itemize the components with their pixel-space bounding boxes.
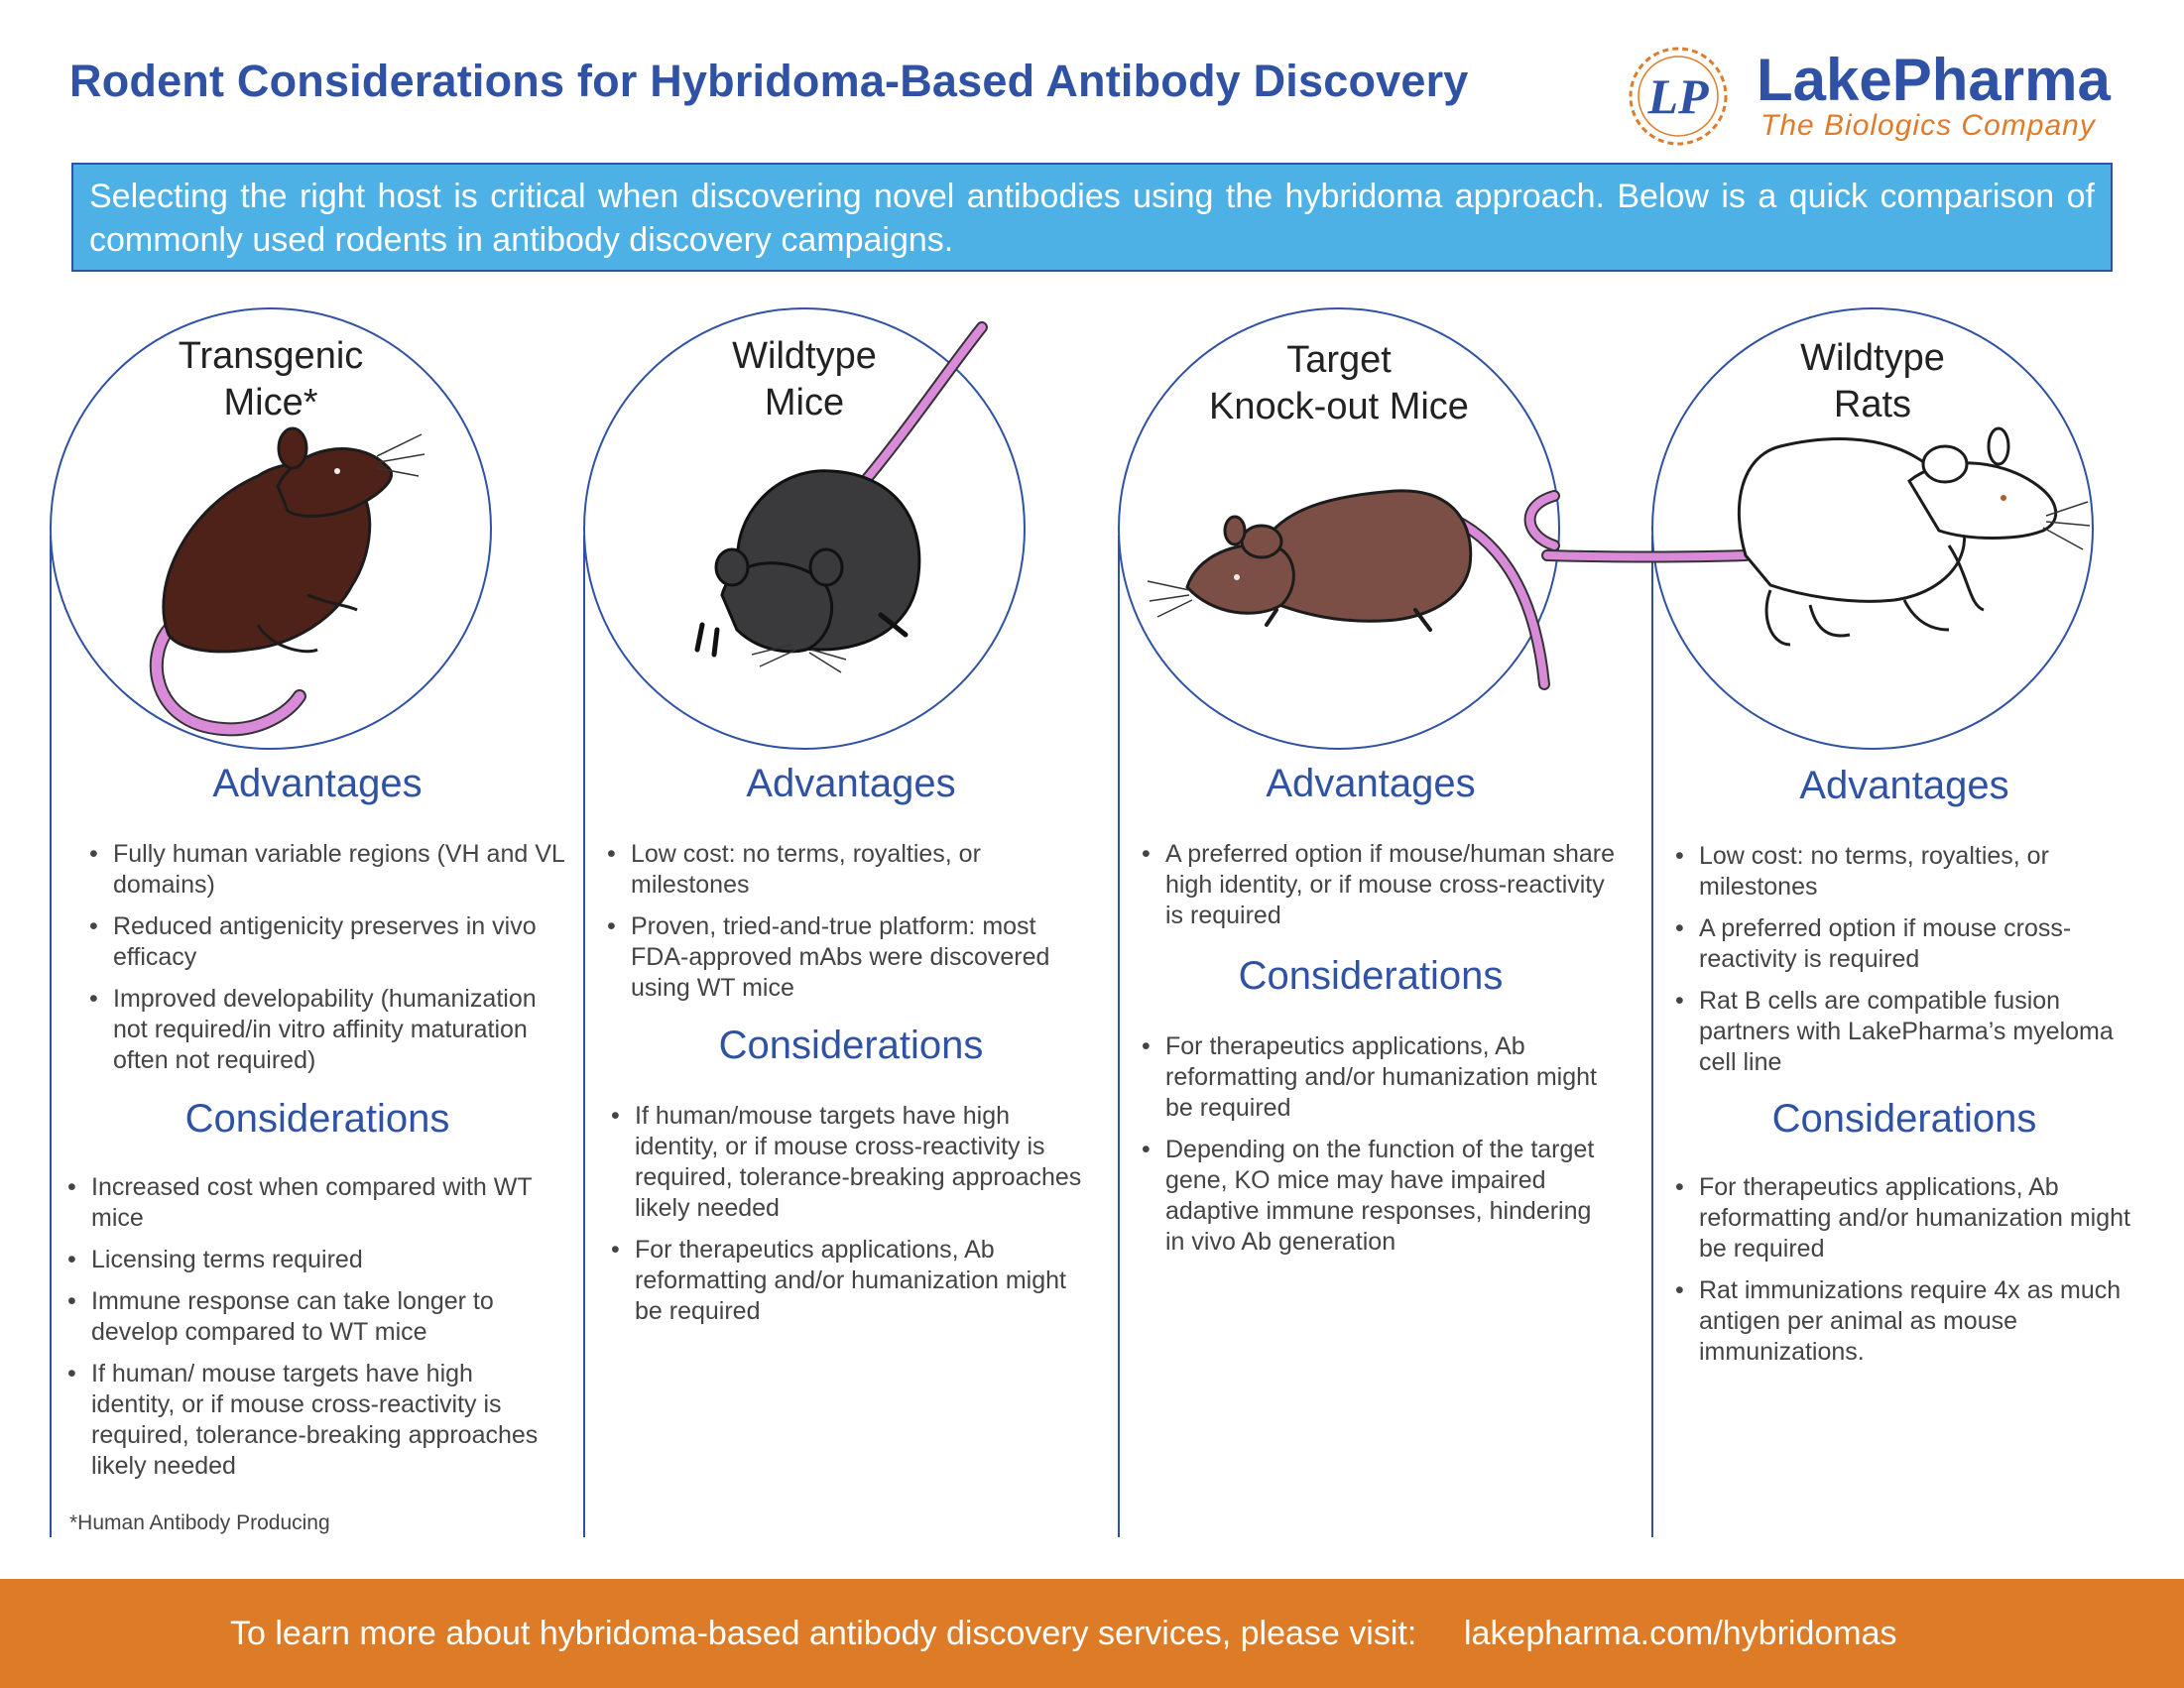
footer-text: To learn more about hybridoma-based anti… [230,1615,1417,1652]
brown-mouse-icon [149,426,425,737]
column-knockout-mice: Target Knock-out Mice Advantages A prefe… [1118,307,1653,1537]
animal-name-line2: Rats [1833,384,1912,425]
considerations-heading: Considerations [184,1097,450,1141]
column-transgenic-mice: Transgenic Mice* Advantages Fully human … [50,307,585,1537]
advantages-heading: Advantages [1266,762,1476,805]
considerations-heading: Considerations [1771,1097,2037,1141]
footer-bar: To learn more about hybridoma-based anti… [0,1579,2184,1688]
page-title: Rodent Considerations for Hybridoma-Base… [69,56,1469,106]
lakepharma-logo[interactable]: LP LakePharma The Biologics Company [1622,40,2137,149]
animal-name-line2: Mice [764,382,845,423]
considerations-list: Increased cost when compared with WT mic… [67,1172,563,1493]
advantages-list: Low cost: no terms, royalties, or milest… [607,839,1093,1015]
list-item: Rat B cells are compatible fusion partne… [1675,986,2131,1078]
column-wildtype-mice: Wildtype Mice Advantages Low cost: no te… [583,307,1119,1537]
list-item: For therapeutics applications, Ab reform… [1675,1172,2131,1265]
advantages-heading: Advantages [1799,764,2009,807]
knockout-mouse-icon [1147,489,1560,690]
considerations-list: If human/mouse targets have high identit… [611,1101,1097,1338]
considerations-list: For therapeutics applications, Ab reform… [1142,1031,1598,1268]
column-divider [583,536,585,1537]
advantages-list: Low cost: no terms, royalties, or milest… [1675,841,2131,1089]
column-wildtype-rats: Wildtype Rats Advantages Low cost: no te… [1541,307,2147,1537]
list-item: For therapeutics applications, Ab reform… [611,1235,1097,1327]
advantages-heading: Advantages [746,762,956,805]
logo-name: LakePharma [1757,47,2111,113]
list-item: Low cost: no terms, royalties, or milest… [1675,841,2131,903]
animal-name-line1: Transgenic [178,335,364,377]
advantages-list: Fully human variable regions (VH and VL … [89,839,575,1087]
list-item: Increased cost when compared with WT mic… [67,1172,563,1234]
list-item: A preferred option if mouse/human share … [1142,839,1628,931]
animal-name-line1: Wildtype [1800,337,1945,379]
list-item: Improved developability (humanization no… [89,984,575,1076]
considerations-heading: Considerations [1238,954,1504,998]
list-item: Reduced antigenicity preserves in vivo e… [89,911,575,973]
logo-mark-text: LP [1646,68,1709,124]
animal-name-line2: Knock-out Mice [1209,386,1469,427]
list-item: Low cost: no terms, royalties, or milest… [607,839,1093,901]
animal-name-line2: Mice* [223,382,318,423]
white-rat-icon [1541,426,2091,647]
list-item: Depending on the function of the target … [1142,1135,1598,1258]
list-item: Immune response can take longer to devel… [67,1286,563,1348]
column-divider [50,536,52,1537]
footer-link[interactable]: lakepharma.com/hybridomas [1464,1615,1897,1652]
advantages-heading: Advantages [212,762,423,805]
advantages-list: A preferred option if mouse/human share … [1142,839,1628,942]
lakepharma-logo-icon: LP [1629,47,1728,146]
list-item: Rat immunizations require 4x as much ant… [1675,1275,2131,1368]
intro-banner: Selecting the right host is critical whe… [71,163,2113,272]
column-divider [1118,536,1120,1537]
list-item: If human/ mouse targets have high identi… [67,1359,563,1482]
column-divider [1651,536,1653,1537]
list-item: If human/mouse targets have high identit… [611,1101,1097,1224]
list-item: A preferred option if mouse cross-reacti… [1675,913,2131,975]
logo-tagline: The Biologics Company [1760,109,2096,142]
list-item: Licensing terms required [67,1245,563,1275]
black-mouse-icon [694,321,988,673]
considerations-list: For therapeutics applications, Ab reform… [1675,1172,2131,1379]
list-item: For therapeutics applications, Ab reform… [1142,1031,1598,1124]
footnote: *Human Antibody Producing [69,1511,330,1534]
considerations-heading: Considerations [718,1024,984,1067]
list-item: Fully human variable regions (VH and VL … [89,839,575,901]
list-item: Proven, tried-and-true platform: most FD… [607,911,1093,1004]
animal-name-line1: Target [1286,339,1392,381]
animal-name-line1: Wildtype [732,335,877,377]
